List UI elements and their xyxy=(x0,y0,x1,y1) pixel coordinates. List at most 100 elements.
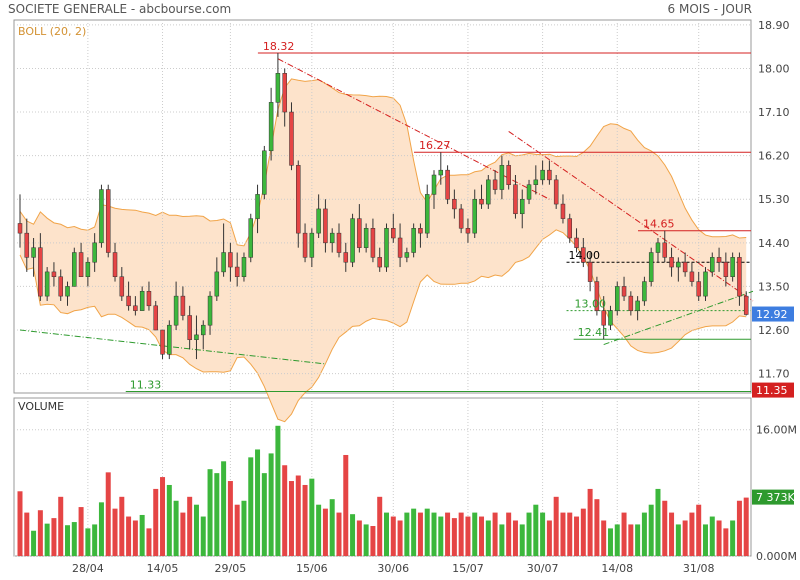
candle-body xyxy=(438,169,444,176)
volume-bar xyxy=(92,524,98,556)
volume-bar xyxy=(132,520,138,556)
volume-bar xyxy=(180,512,186,556)
trendline-support-left xyxy=(19,329,326,365)
candle-body xyxy=(153,305,158,331)
candle-body xyxy=(615,286,620,311)
volume-bar xyxy=(607,528,613,556)
annotation-1133: 11.33 xyxy=(130,379,162,392)
candle-body xyxy=(343,252,349,263)
candle-body xyxy=(452,198,457,210)
volume-bar xyxy=(187,496,193,556)
candle-body xyxy=(397,237,403,258)
candle-body xyxy=(24,232,30,258)
volume-bar xyxy=(662,500,668,556)
candle-body xyxy=(465,228,471,234)
candle-body xyxy=(377,257,382,268)
volume-bar xyxy=(153,488,159,556)
candle-body xyxy=(228,252,233,268)
candle-body xyxy=(92,242,97,263)
volume-bar xyxy=(234,504,240,556)
volume-bar xyxy=(594,499,600,556)
volume-bar xyxy=(587,488,593,556)
candle-body xyxy=(730,257,735,277)
candle-body xyxy=(201,324,206,336)
volume-bar xyxy=(580,508,586,556)
volume-bar xyxy=(540,512,546,556)
candle-body xyxy=(336,232,342,253)
candle-body xyxy=(479,198,484,205)
volume-bar xyxy=(506,512,512,556)
x-tick-label: 28/04 xyxy=(72,562,104,575)
volume-bar xyxy=(146,528,152,556)
volume-bar xyxy=(282,465,288,556)
price-panel-border xyxy=(13,19,752,394)
candle-body xyxy=(411,228,416,253)
volume-bar xyxy=(17,491,23,556)
candle-body xyxy=(65,286,70,297)
volume-tick-label: 16.00M xyxy=(756,424,797,437)
candle-body xyxy=(391,228,396,239)
candle-body xyxy=(513,184,518,215)
volume-bar xyxy=(71,522,77,556)
volume-bar xyxy=(370,526,376,556)
volume-bar xyxy=(275,425,281,556)
volume-bar xyxy=(492,512,498,556)
volume-bar xyxy=(316,504,322,556)
candle-body xyxy=(309,232,315,258)
candle-body xyxy=(682,261,688,273)
volume-bar xyxy=(736,500,742,556)
candle-body xyxy=(472,198,477,234)
volume-bar xyxy=(377,496,383,556)
candle-body xyxy=(608,310,613,326)
volume-bar xyxy=(173,500,179,556)
volume-bar xyxy=(485,520,491,556)
candle-body xyxy=(323,208,328,244)
volume-bar xyxy=(411,508,417,556)
volume-bar xyxy=(343,454,349,556)
volume-bar xyxy=(417,512,423,556)
candle-body xyxy=(296,165,301,234)
y-tick-label: 11.70 xyxy=(758,368,790,381)
volume-bar xyxy=(221,461,227,556)
candle-body xyxy=(221,252,226,273)
candle-body xyxy=(519,198,525,215)
candle-body xyxy=(642,281,647,302)
volume-bar xyxy=(560,512,566,556)
candle-body xyxy=(105,189,111,253)
volume-panel-border xyxy=(13,397,752,557)
candle-body xyxy=(167,324,172,355)
volume-bar xyxy=(696,504,702,556)
volume-bar xyxy=(689,512,695,556)
volume-bar xyxy=(431,512,437,556)
volume-bar xyxy=(716,520,722,556)
candle-body xyxy=(173,295,179,326)
volume-bar xyxy=(112,508,118,556)
volume-bar xyxy=(702,524,708,556)
volume-bar xyxy=(479,516,485,556)
candle-body xyxy=(262,150,267,195)
volume-bar xyxy=(730,520,736,556)
candle-body xyxy=(540,169,545,181)
volume-bar xyxy=(329,499,335,556)
volume-bar xyxy=(465,516,471,556)
x-tick-label: 30/07 xyxy=(527,562,559,575)
volume-bar xyxy=(350,514,356,556)
bollinger-lower-line xyxy=(19,229,747,423)
volume-bar xyxy=(601,520,607,556)
volume-bar xyxy=(51,518,57,556)
volume-bar xyxy=(58,496,64,556)
candle-body xyxy=(207,295,213,326)
volume-bar xyxy=(302,484,308,556)
volume-bar xyxy=(526,512,532,556)
volume-bar xyxy=(336,512,342,556)
bollinger-upper-line xyxy=(19,78,747,247)
volume-bar xyxy=(24,512,30,556)
y-tick-label: 16.20 xyxy=(758,150,790,163)
annotation-1465: 14.65 xyxy=(643,218,675,231)
y-tick-label: 12.60 xyxy=(758,324,790,337)
volume-bar xyxy=(160,477,166,556)
volume-bar xyxy=(512,520,518,556)
candle-body xyxy=(445,169,450,200)
candle-body xyxy=(648,252,654,282)
volume-bar xyxy=(126,516,132,556)
